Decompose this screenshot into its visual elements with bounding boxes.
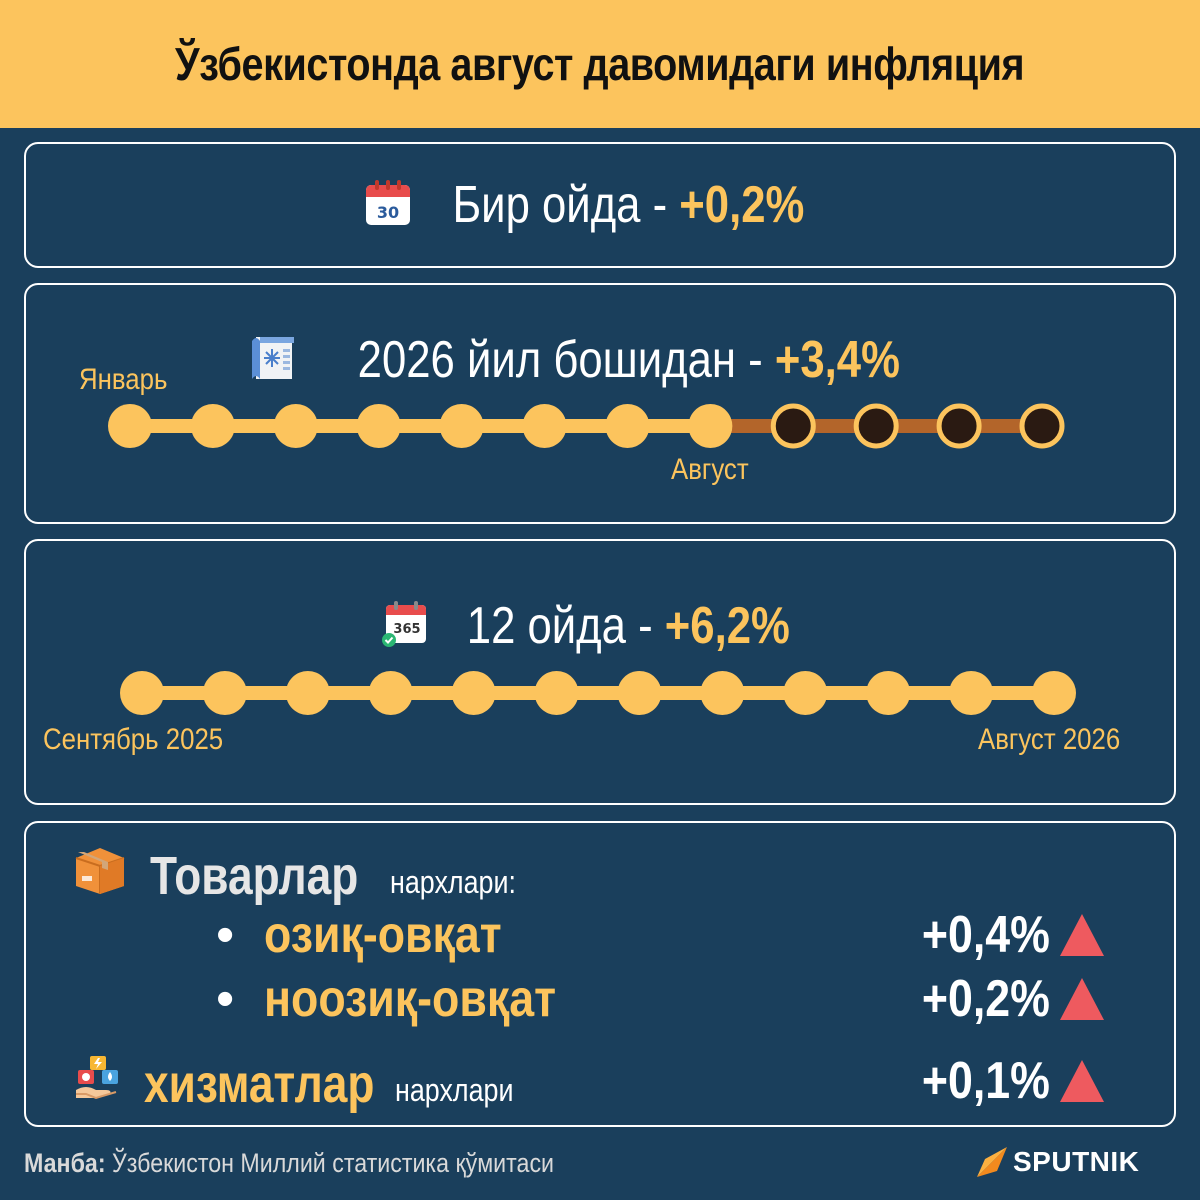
monthly-label: Бир ойда - — [452, 176, 679, 234]
goods-item-food-value: +0,4% — [901, 903, 1104, 967]
goods-title: Товарлар — [150, 846, 359, 906]
calendar-365-text: 365 — [393, 622, 420, 637]
timeline-dot-elapsed — [285, 671, 330, 715]
sputnik-logo[interactable]: SPUTNIK — [975, 1142, 1139, 1182]
ytd-line: 2026 йил бошидан - +3,4% — [26, 329, 1174, 391]
ytd-panel: 2026 йил бошидан - +3,4% Январь Август — [24, 283, 1176, 524]
annual-timeline — [120, 671, 1076, 715]
timeline-dot-elapsed — [368, 671, 413, 715]
timeline-dot-future — [853, 403, 899, 449]
services-heading: хизматлар нархлари — [74, 1045, 536, 1115]
timeline-dot-elapsed — [108, 404, 152, 448]
services-icon — [74, 1056, 124, 1107]
header-banner: Ўзбекистонда август давомидаги инфляция — [0, 0, 1200, 128]
timeline-dot-elapsed — [439, 404, 484, 448]
trend-up-icon — [1060, 978, 1104, 1020]
timeline-dot-elapsed — [356, 404, 401, 448]
annual-end-label: Август 2026 — [978, 723, 1121, 756]
goods-item-food: • озиқ-овқат — [216, 903, 541, 967]
services-title: хизматлар — [144, 1054, 375, 1114]
timeline-dot-elapsed — [783, 671, 828, 715]
prices-panel: Товарлар нархлари: • озиқ-овқат +0,4% • но… — [24, 821, 1176, 1127]
trend-up-icon — [1060, 1060, 1104, 1102]
timeline-dot-elapsed — [522, 404, 567, 448]
monthly-line: 30 Бир ойда - +0,2% — [26, 174, 1174, 236]
timeline-dot-elapsed — [120, 671, 164, 715]
goods-item-value: +0,2% — [921, 970, 1050, 1028]
annual-start-label: Сентябрь 2025 — [43, 723, 224, 756]
timeline-dot-elapsed — [534, 671, 579, 715]
services-value: +0,1% — [921, 1052, 1050, 1110]
timeline-dot-elapsed — [617, 671, 662, 715]
calendar-365-icon: 365 — [380, 599, 430, 654]
timeline-dot-elapsed — [700, 671, 745, 715]
goods-item-nonfood: • ноозиқ-овқат — [216, 967, 604, 1031]
snowflake-calendar-icon — [248, 333, 300, 388]
goods-heading: Товарлар нархлари: — [72, 837, 540, 907]
ytd-timeline — [108, 403, 1065, 449]
timeline-dot-elapsed — [273, 404, 318, 448]
timeline-dot-future — [1019, 403, 1065, 449]
page-title: Ўзбекистонда август давомидаги инфляция — [175, 38, 1025, 90]
sputnik-logo-icon — [977, 1147, 1007, 1177]
goods-item-label: ноозиқ-овқат — [264, 970, 557, 1028]
calendar-day-number: 30 — [376, 203, 398, 222]
annual-line: 365 12 ойда - +6,2% — [26, 595, 1174, 657]
sputnik-logo-text: SPUTNIK — [1013, 1146, 1140, 1177]
timeline-dot-elapsed — [451, 671, 496, 715]
trend-up-icon — [1060, 914, 1104, 956]
timeline-dot-elapsed — [1032, 671, 1076, 715]
timeline-dot-elapsed — [202, 671, 247, 715]
goods-item-label: озиқ-овқат — [264, 906, 502, 964]
services-suffix: нархлари — [395, 1072, 514, 1108]
timeline-dot-future — [936, 403, 982, 449]
monthly-value: +0,2% — [678, 176, 804, 234]
goods-item-value: +0,4% — [921, 906, 1050, 964]
ytd-current-label: Август — [671, 453, 749, 486]
goods-item-nonfood-value: +0,2% — [901, 967, 1104, 1031]
annual-label: 12 ойда - — [466, 597, 665, 655]
timeline-dot-elapsed — [866, 671, 911, 715]
timeline-dot-elapsed — [190, 404, 235, 448]
calendar-30-icon: 30 — [363, 178, 413, 233]
timeline-dot-elapsed — [605, 404, 650, 448]
ytd-value: +3,4% — [775, 331, 901, 389]
source-label: Манба: — [24, 1148, 106, 1178]
monthly-panel: 30 Бир ойда - +0,2% — [24, 142, 1176, 268]
annual-value: +6,2% — [664, 597, 790, 655]
source-note: Манба: Ўзбекистон Миллий статистика қўми… — [24, 1148, 554, 1179]
goods-suffix: нархлари: — [390, 864, 517, 900]
timeline-dot-elapsed — [688, 404, 733, 448]
timeline-dot-elapsed — [949, 671, 994, 715]
annual-panel: 365 12 ойда - +6,2% Сентябрь 2025 Август… — [24, 539, 1176, 805]
timeline-dot-future — [770, 403, 816, 449]
services-value-row: +0,1% — [901, 1049, 1104, 1113]
ytd-start-label: Январь — [79, 363, 168, 396]
ytd-label: 2026 йил бошидан - — [357, 331, 776, 389]
box-icon — [72, 844, 128, 899]
source-text: Ўзбекистон Миллий статистика қўмитаси — [105, 1148, 555, 1178]
